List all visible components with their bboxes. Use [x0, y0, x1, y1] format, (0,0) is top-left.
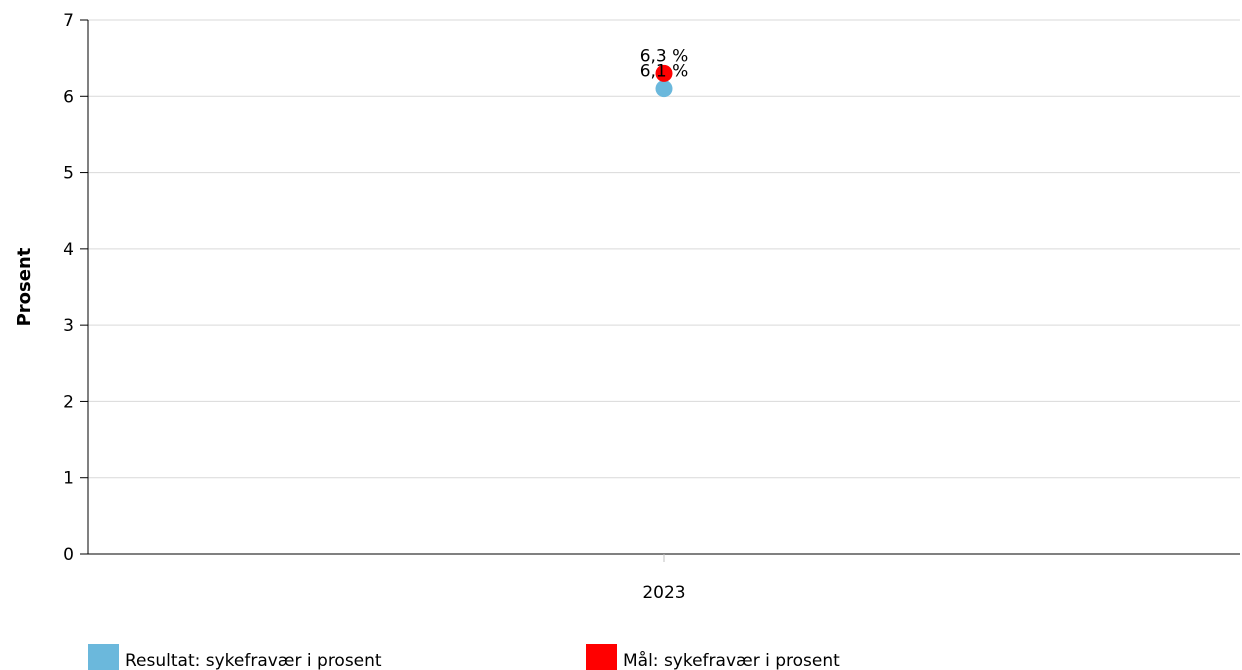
y-tick-label: 1 [63, 469, 74, 489]
data-labels: 6,1 %6,3 % [640, 46, 689, 81]
data-label: 6,1 % [640, 62, 689, 82]
legend-swatch [88, 644, 119, 670]
x-axis-ticks: 2023 [642, 554, 686, 603]
data-point[interactable] [655, 80, 673, 98]
y-tick-label: 4 [63, 240, 74, 260]
x-tick-label: 2023 [642, 583, 685, 603]
legend-item[interactable]: Resultat: sykefravær i prosent [88, 644, 382, 670]
y-tick-label: 0 [63, 545, 74, 565]
y-axis-title: Prosent [14, 247, 35, 326]
legend-swatch [586, 644, 617, 670]
y-tick-label: 2 [63, 392, 74, 412]
data-label: 6,3 % [640, 46, 689, 66]
axes [87, 20, 1240, 555]
y-tick-label: 3 [63, 316, 74, 336]
y-tick-label: 6 [63, 87, 74, 107]
y-tick-label: 5 [63, 164, 74, 184]
legend-label: Resultat: sykefravær i prosent [125, 651, 382, 670]
y-tick-label: 7 [63, 11, 74, 31]
legend-item[interactable]: Mål: sykefravær i prosent [586, 644, 840, 670]
data-points [655, 64, 673, 98]
data-point[interactable] [655, 64, 673, 82]
legend-label: Mål: sykefravær i prosent [623, 650, 840, 670]
y-axis-ticks: 0 1 2 3 4 5 6 7 [63, 11, 88, 565]
legend: Resultat: sykefravær i prosent Mål: sykef… [88, 644, 840, 670]
